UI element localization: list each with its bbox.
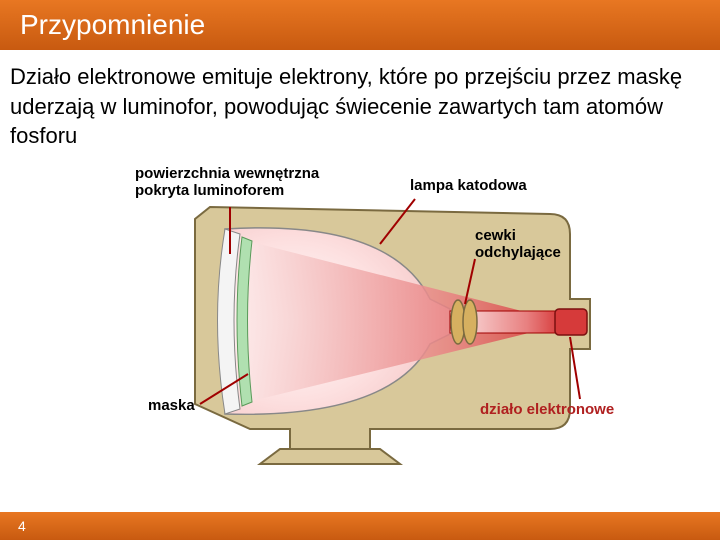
deflection-coil-2 bbox=[463, 300, 477, 344]
electron-gun bbox=[555, 309, 587, 335]
body-paragraph: Działo elektronowe emituje elektrony, kt… bbox=[0, 50, 720, 159]
label-dzialo: działo elektronowe bbox=[480, 401, 614, 418]
slide-header: Przypomnienie bbox=[0, 0, 720, 50]
label-luminofor: powierzchnia wewnętrzna pokryta luminofo… bbox=[135, 165, 319, 199]
label-cewki: cewki odchylające bbox=[475, 227, 561, 261]
monitor-stand bbox=[260, 449, 400, 464]
diagram-svg bbox=[80, 159, 640, 469]
label-maska: maska bbox=[148, 397, 195, 414]
slide-title: Przypomnienie bbox=[20, 9, 205, 41]
label-lampa: lampa katodowa bbox=[410, 177, 527, 194]
slide-footer: 4 bbox=[0, 512, 720, 540]
crt-diagram: powierzchnia wewnętrzna pokryta luminofo… bbox=[80, 159, 640, 469]
page-number: 4 bbox=[18, 518, 26, 534]
